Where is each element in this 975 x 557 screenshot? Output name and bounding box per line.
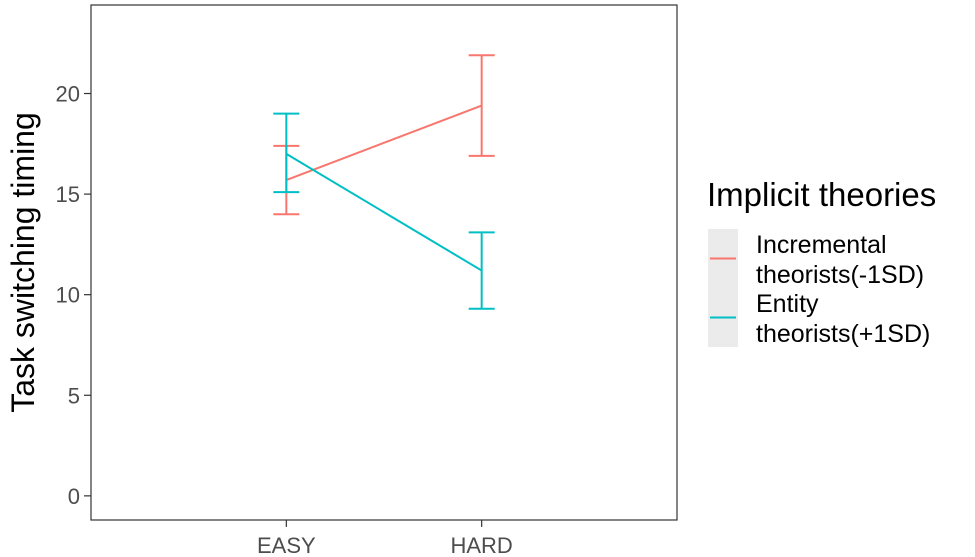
y-axis-title: Task switching timing bbox=[5, 112, 41, 413]
legend-title: Implicit theories bbox=[707, 176, 936, 213]
y-tick-label: 15 bbox=[56, 182, 80, 207]
y-tick-label: 10 bbox=[56, 283, 80, 308]
y-tick-label: 5 bbox=[68, 383, 80, 408]
x-axis: EASY HARD bbox=[257, 520, 513, 557]
series-line bbox=[285, 104, 483, 181]
legend-label-line1: Entity bbox=[756, 290, 819, 318]
legend-label-line2: theorists(-1SD) bbox=[756, 261, 924, 289]
series-layer bbox=[273, 54, 495, 310]
legend: Implicit theories Incrementaltheorists(-… bbox=[707, 176, 936, 348]
series-1 bbox=[273, 112, 495, 310]
y-tick-label: 20 bbox=[56, 82, 80, 107]
y-tick-label: 0 bbox=[68, 484, 80, 509]
legend-label-line1: Incremental bbox=[756, 231, 887, 259]
plot-panel bbox=[90, 4, 678, 521]
y-axis: 0 5 10 15 20 bbox=[56, 82, 91, 509]
legend-label-line2: theorists(+1SD) bbox=[756, 320, 930, 348]
x-tick-label: EASY bbox=[257, 533, 316, 557]
x-tick-label: HARD bbox=[450, 533, 512, 557]
series-line bbox=[285, 153, 483, 272]
